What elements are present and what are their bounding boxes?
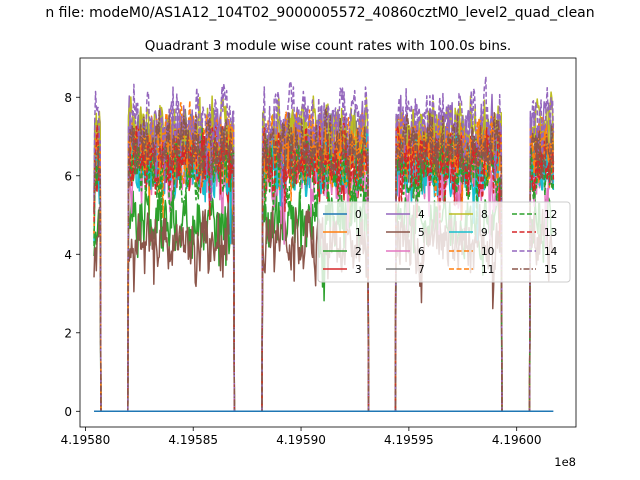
x-axis: 4.19580 4.19585 4.19590 4.19595 4.19600 xyxy=(61,427,542,447)
axes-frame xyxy=(79,57,577,428)
y-axis: 0 2 4 6 8 xyxy=(64,91,80,419)
series-line-14 xyxy=(93,75,555,413)
legend-box xyxy=(317,201,571,283)
legend-label-5: 5 xyxy=(418,227,425,239)
y-tick-label: 6 xyxy=(64,169,72,183)
x-tick-label: 4.19585 xyxy=(168,433,218,447)
legend-label-10: 10 xyxy=(481,246,494,258)
y-tick-label: 4 xyxy=(64,248,72,262)
legend-label-9: 9 xyxy=(481,227,488,239)
legend-label-7: 7 xyxy=(418,264,425,276)
legend-label-6: 6 xyxy=(418,246,425,258)
legend-label-2: 2 xyxy=(355,246,362,258)
y-tick-label: 0 xyxy=(64,405,72,419)
legend-label-0: 0 xyxy=(355,209,362,221)
legend-label-8: 8 xyxy=(481,209,488,221)
x-tick-label: 4.19580 xyxy=(61,433,111,447)
legend-label-11: 11 xyxy=(481,264,494,276)
x-tick-label: 4.19595 xyxy=(384,433,434,447)
chart-title: Quadrant 3 module wise count rates with … xyxy=(145,38,511,54)
legend-label-4: 4 xyxy=(418,209,425,221)
legend-label-1: 1 xyxy=(355,227,362,239)
x-tick-label: 4.19600 xyxy=(492,433,542,447)
y-tick-label: 2 xyxy=(64,326,72,340)
legend-label-15: 15 xyxy=(544,264,557,276)
legend-label-14: 14 xyxy=(544,246,558,258)
figure-suptitle: n file: modeM0/AS1A12_104T02_9000005572_… xyxy=(45,5,594,21)
y-tick-label: 8 xyxy=(64,91,72,105)
legend-label-13: 13 xyxy=(544,227,557,239)
plot-area xyxy=(79,57,577,428)
series-line-15 xyxy=(93,106,555,413)
x-offset-label: 1e8 xyxy=(554,455,576,469)
legend-label-12: 12 xyxy=(544,209,557,221)
legend-label-3: 3 xyxy=(355,264,362,276)
x-tick-label: 4.19590 xyxy=(276,433,326,447)
